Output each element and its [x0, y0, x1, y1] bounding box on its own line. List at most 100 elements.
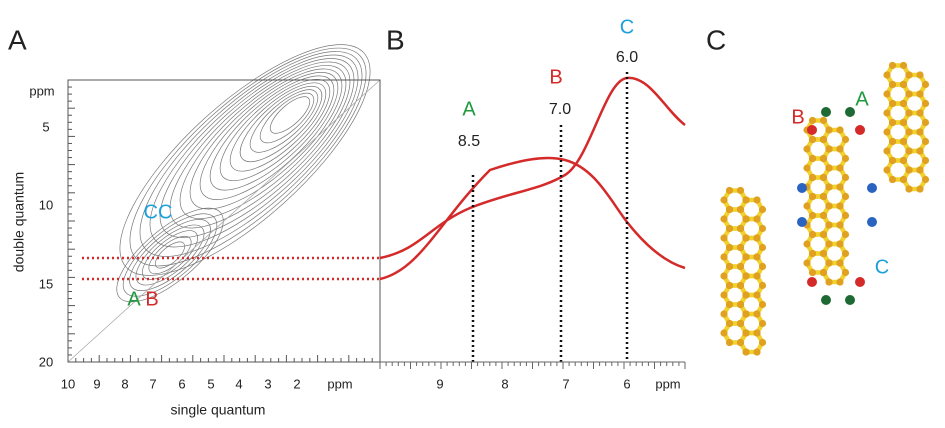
x-tick-label: 9	[93, 376, 100, 391]
atom	[836, 240, 844, 248]
atom	[899, 156, 908, 165]
atom	[836, 278, 844, 286]
panel-label: B	[386, 24, 405, 55]
atom	[841, 173, 850, 182]
atom	[888, 118, 897, 127]
atom	[883, 90, 891, 98]
atom	[742, 234, 750, 242]
atom	[725, 243, 734, 252]
x-tick-label: 6	[623, 376, 630, 391]
atom	[825, 259, 833, 267]
contour	[169, 61, 351, 229]
y-tick-label: ppm	[29, 83, 54, 98]
atom	[883, 71, 891, 79]
x-tick-label: 7	[149, 376, 156, 391]
atom	[808, 116, 817, 125]
atom	[725, 338, 734, 347]
peak-shift: 6.0	[616, 49, 638, 66]
atom	[921, 175, 930, 184]
y-tick-label: 10	[39, 197, 53, 212]
atom	[888, 61, 897, 70]
atom	[841, 135, 850, 144]
atom	[841, 268, 850, 277]
atom	[720, 234, 728, 242]
atom	[836, 145, 844, 153]
atom	[753, 215, 761, 223]
atom	[836, 221, 844, 229]
atom	[841, 211, 850, 220]
contour	[239, 85, 323, 163]
substituent-atom	[797, 183, 807, 193]
atom	[921, 137, 930, 146]
contour	[129, 47, 367, 267]
atom	[899, 175, 908, 184]
contour	[179, 65, 347, 219]
atom	[899, 61, 908, 70]
site-label: C	[875, 256, 889, 278]
atom	[742, 272, 750, 280]
atom	[808, 173, 817, 182]
substituent-atom	[797, 217, 807, 227]
atom	[808, 249, 817, 258]
x-tick-label: 6	[178, 376, 185, 391]
atom	[736, 338, 745, 347]
atom	[736, 205, 745, 214]
atom	[720, 215, 728, 223]
atom	[736, 262, 745, 271]
atom	[736, 186, 745, 195]
contour	[249, 89, 319, 153]
atom	[841, 192, 850, 201]
contour	[229, 82, 327, 172]
atom	[825, 126, 833, 134]
atom	[916, 185, 924, 193]
atom	[819, 230, 828, 239]
atom	[825, 240, 833, 248]
atom	[720, 253, 728, 261]
atom	[758, 300, 767, 309]
atom	[819, 135, 828, 144]
atom	[888, 80, 897, 89]
atom	[808, 154, 817, 163]
atom	[758, 319, 767, 328]
atom	[819, 192, 828, 201]
atom	[742, 329, 750, 337]
atom	[758, 338, 767, 347]
atom	[720, 310, 728, 318]
x-axis-label: single quantum	[171, 402, 266, 418]
x-tick-label: ppm	[655, 376, 680, 391]
atom	[905, 128, 913, 136]
atom	[905, 147, 913, 155]
x-tick-label: 2	[293, 376, 300, 391]
atom	[916, 166, 924, 174]
atom	[742, 215, 750, 223]
atom	[720, 291, 728, 299]
atom	[916, 128, 924, 136]
atom	[742, 310, 750, 318]
contour	[199, 72, 339, 200]
atom	[803, 202, 811, 210]
atom	[736, 281, 745, 290]
site-label: A	[855, 88, 869, 110]
atom	[803, 145, 811, 153]
atom	[758, 281, 767, 290]
atom	[753, 310, 761, 318]
atom	[921, 80, 930, 89]
atom	[725, 319, 734, 328]
x-tick-label: 10	[61, 376, 75, 391]
atom	[725, 224, 734, 233]
atom	[753, 234, 761, 242]
y-tick-label: 20	[39, 354, 53, 369]
substituent-atom	[821, 295, 831, 305]
substituent-atom	[855, 125, 865, 135]
atom	[836, 202, 844, 210]
contour	[135, 224, 205, 286]
atom	[736, 243, 745, 252]
spectrum-curve	[379, 76, 686, 260]
atom	[905, 109, 913, 117]
peak-shift: 8.5	[458, 133, 480, 150]
atom	[836, 126, 844, 134]
atom	[758, 205, 767, 214]
contour	[116, 207, 224, 303]
substituent-atom	[845, 295, 855, 305]
